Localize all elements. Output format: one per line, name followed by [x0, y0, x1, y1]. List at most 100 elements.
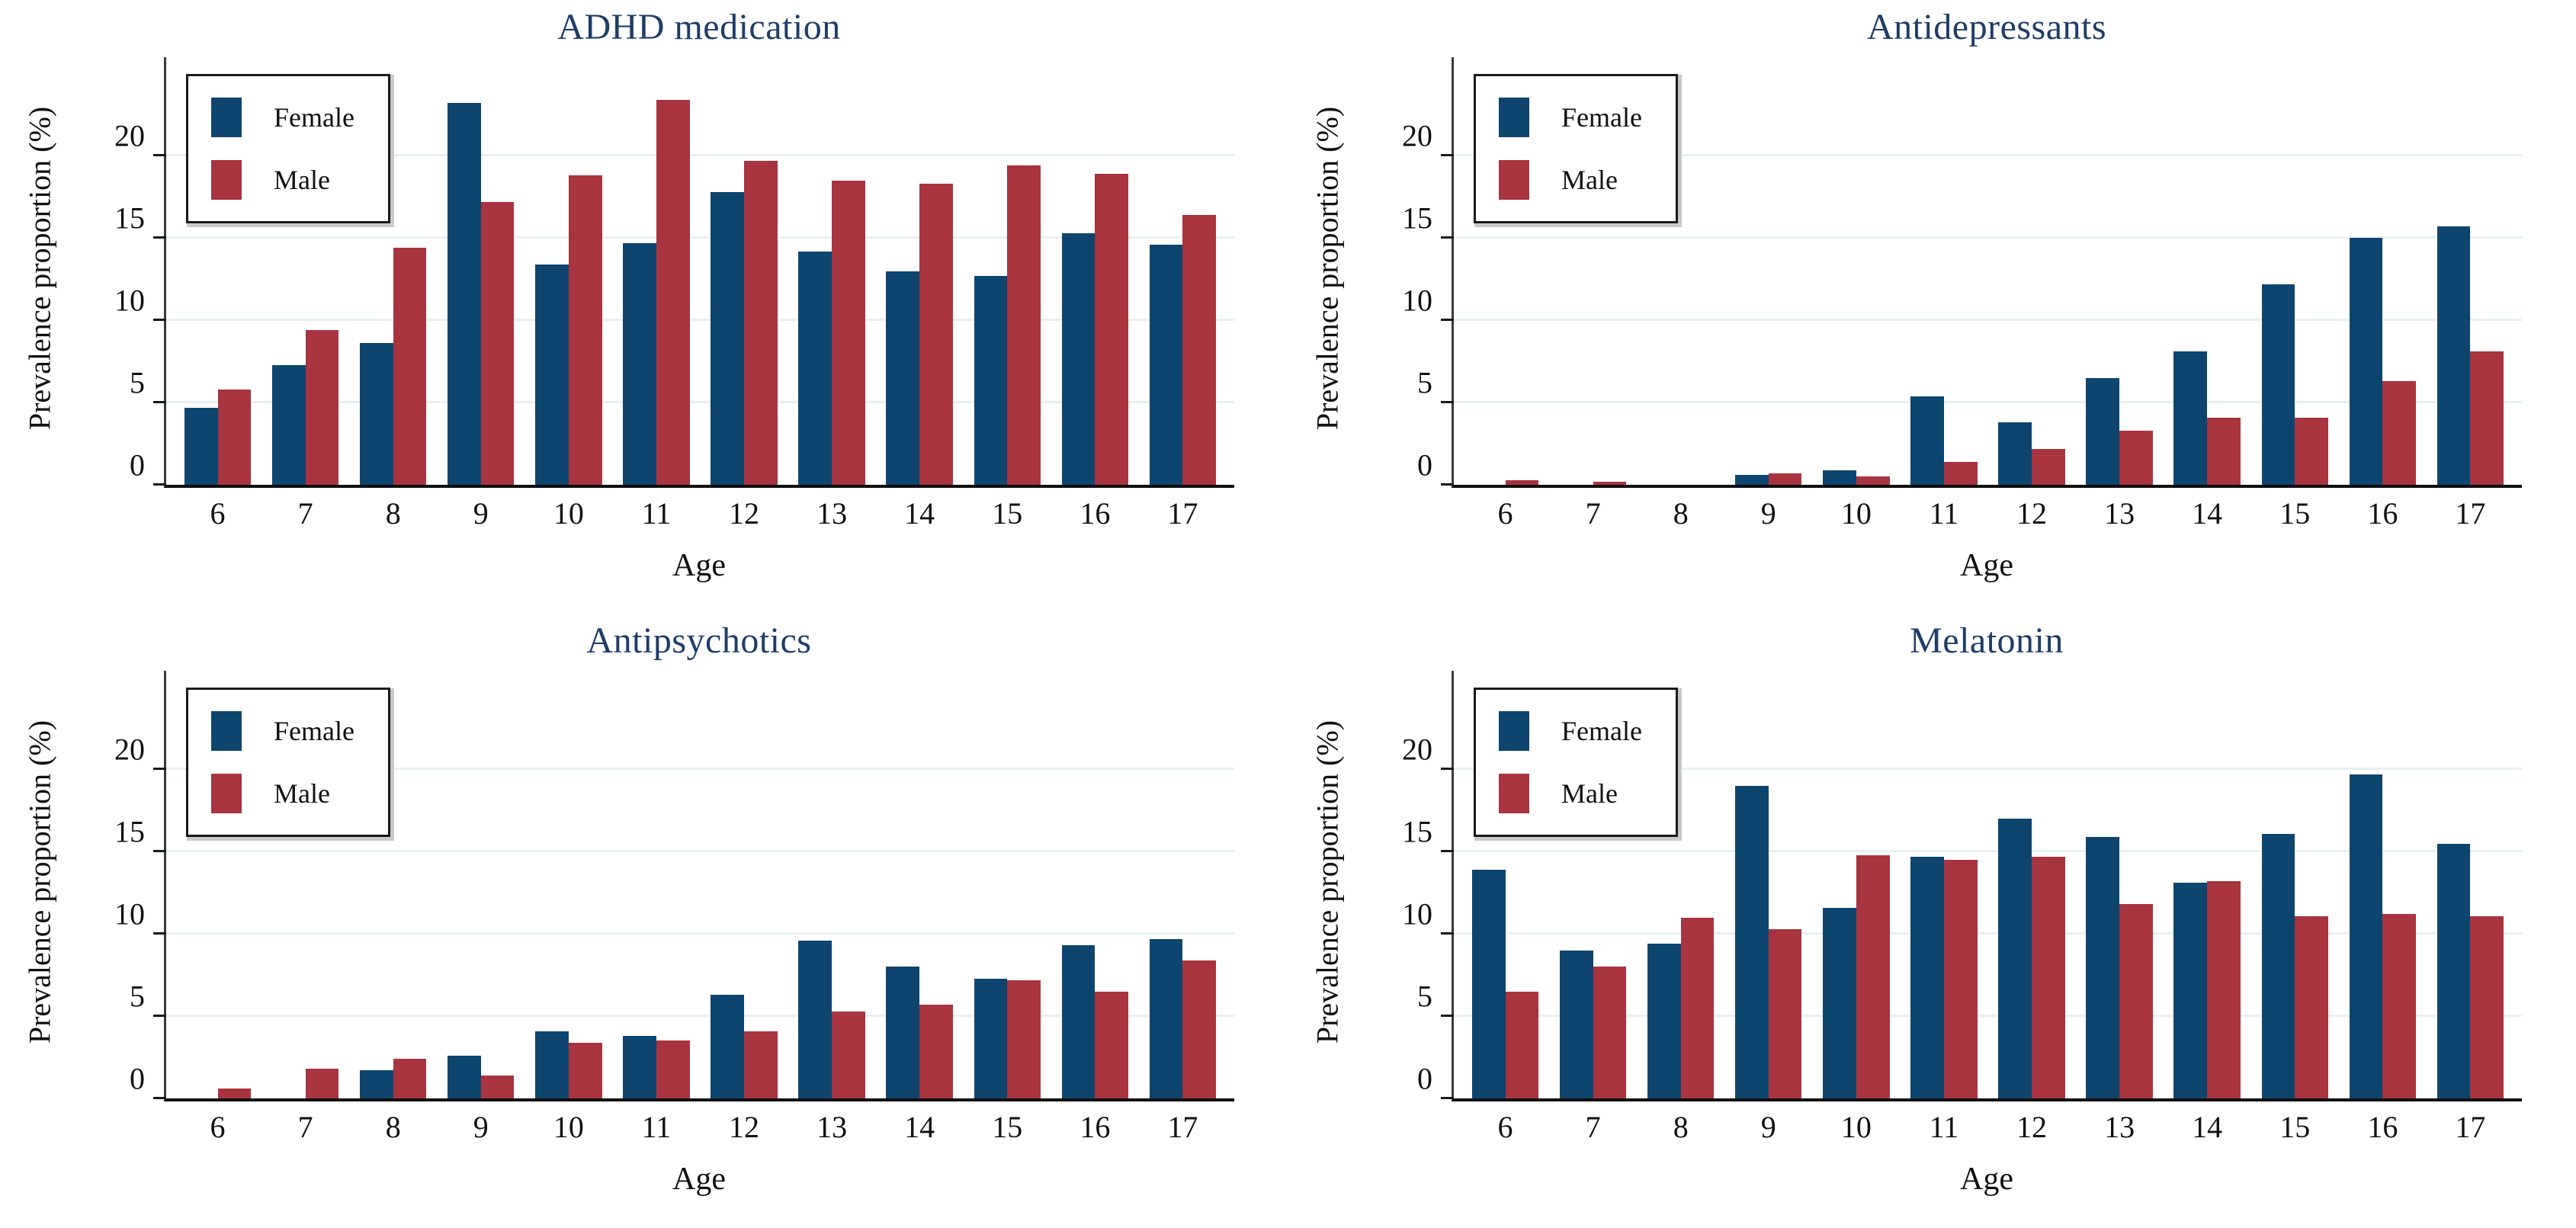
bar-male-age-17 — [1182, 960, 1217, 1098]
x-tick-label-11: 11 — [1929, 1110, 1959, 1144]
bar-male-age-8 — [393, 1059, 427, 1098]
y-tick-20 — [153, 154, 166, 157]
bar-male-age-17 — [2470, 915, 2504, 1098]
bar-female-age-11 — [623, 242, 656, 485]
gridline-20 — [1454, 154, 2522, 157]
y-tick-10 — [153, 932, 166, 935]
bar-group-age-13 — [788, 57, 876, 485]
x-tick-label-17: 17 — [2455, 1110, 2486, 1144]
y-tick-label-10: 10 — [1402, 896, 1432, 931]
gridline-20 — [166, 154, 1234, 157]
gridline-5 — [1454, 401, 2522, 404]
legend-row-male: Male — [1499, 160, 1642, 200]
y-tick-label-5: 5 — [1417, 979, 1432, 1014]
panel-title: ADHD medication — [557, 7, 841, 47]
bar-female-age-15 — [2261, 284, 2295, 485]
y-axis-label-text: Prevalence proportion (%) — [1310, 720, 1345, 1044]
bar-group-age-7 — [1549, 671, 1637, 1098]
bar-male-age-14 — [919, 1005, 953, 1098]
bar-group-age-13 — [788, 671, 876, 1098]
bar-group-age-6 — [174, 671, 261, 1098]
bar-female-age-6 — [184, 407, 218, 485]
bar-group-age-11 — [612, 57, 700, 485]
x-tick-label-12: 12 — [2016, 496, 2047, 531]
bar-group-age-16 — [2339, 671, 2427, 1098]
y-tick-label-0: 0 — [130, 1061, 145, 1096]
bar-male-age-14 — [2207, 417, 2241, 485]
x-tick-label-14: 14 — [2192, 496, 2223, 531]
chart-panel-melatonin: Melatonin Prevalence proportion (%) 0 5 10 15… — [1288, 614, 2576, 1228]
bar-male-age-10 — [568, 175, 602, 485]
y-tick-15 — [1441, 236, 1454, 239]
bar-group-age-11 — [1900, 671, 1987, 1098]
bar-group-age-15 — [2251, 671, 2339, 1098]
bar-female-age-17 — [1149, 938, 1183, 1098]
bar-female-age-12 — [1998, 819, 2032, 1098]
legend-label-female: Female — [1561, 716, 1642, 746]
bar-group-age-6 — [1461, 671, 1549, 1098]
x-tick-label-7: 7 — [1585, 1110, 1601, 1144]
x-tick-label-15: 15 — [2279, 1110, 2311, 1144]
bar-female-age-11 — [1910, 856, 1944, 1098]
bar-female-age-14 — [886, 271, 920, 485]
x-tick-label-17: 17 — [2455, 496, 2486, 531]
x-tick-label-11: 11 — [641, 1110, 672, 1144]
bars — [166, 57, 1234, 485]
legend-label-female: Female — [1561, 102, 1642, 133]
bar-female-age-14 — [2173, 883, 2208, 1098]
bar-female-age-14 — [2173, 351, 2208, 485]
bar-male-age-6 — [1505, 479, 1539, 485]
bar-group-age-15 — [2251, 57, 2339, 485]
x-tick-label-8: 8 — [385, 496, 401, 531]
chart-panel-adhd-medication: ADHD medication Prevalence proportion (%)… — [0, 0, 1288, 614]
bars — [1454, 671, 2522, 1098]
y-tick-15 — [153, 236, 166, 239]
bar-male-age-8 — [393, 248, 427, 485]
bar-female-age-17 — [1149, 244, 1183, 485]
bar-male-age-7 — [305, 1069, 339, 1098]
legend-label-female: Female — [274, 716, 354, 746]
bar-group-age-12 — [700, 57, 788, 485]
bar-female-age-13 — [798, 940, 832, 1098]
bar-female-age-10 — [535, 1031, 569, 1098]
legend-female-swatch-icon — [1499, 711, 1529, 751]
y-tick-5 — [1441, 401, 1454, 404]
x-tick-label-6: 6 — [210, 496, 226, 531]
y-tick-label-0: 0 — [1417, 447, 1432, 483]
bar-male-age-14 — [919, 184, 953, 485]
bar-group-age-6 — [1461, 57, 1549, 485]
y-tick-10 — [1441, 932, 1454, 935]
bars — [1454, 57, 2522, 485]
legend-male-swatch-icon — [211, 160, 242, 200]
y-tick-label-5: 5 — [130, 365, 145, 400]
bar-group-age-12 — [700, 671, 788, 1098]
legend-row-female: Female — [211, 98, 354, 137]
y-tick-label-20: 20 — [114, 118, 145, 153]
bar-group-age-7 — [1549, 57, 1637, 485]
x-tick-label-7: 7 — [1585, 496, 1601, 531]
x-tick-label-8: 8 — [385, 1110, 401, 1144]
x-tick-label-9: 9 — [1760, 1110, 1776, 1144]
bar-female-age-12 — [1998, 422, 2032, 485]
x-tick-label-13: 13 — [2104, 496, 2135, 531]
bar-female-age-7 — [1559, 950, 1593, 1098]
bar-female-age-17 — [2436, 843, 2471, 1098]
legend-label-male: Male — [1561, 778, 1618, 809]
bar-male-age-9 — [480, 1075, 515, 1098]
y-tick-label-15: 15 — [1402, 814, 1432, 849]
x-tick-label-6: 6 — [210, 1110, 226, 1144]
y-tick-label-15: 15 — [114, 814, 145, 849]
x-tick-label-15: 15 — [992, 496, 1023, 531]
bar-male-age-13 — [2119, 430, 2153, 485]
bar-male-age-16 — [1095, 991, 1129, 1098]
x-tick-label-10: 10 — [1840, 1110, 1872, 1144]
bar-male-age-14 — [2207, 881, 2241, 1098]
y-tick-5 — [153, 401, 166, 404]
bar-group-age-11 — [1900, 57, 1987, 485]
legend-male-swatch-icon — [1499, 774, 1529, 813]
bar-male-age-9 — [1768, 928, 1802, 1098]
gridline-15 — [166, 236, 1234, 239]
bar-female-age-6 — [1471, 870, 1506, 1098]
y-tick-label-0: 0 — [1417, 1061, 1432, 1096]
bar-group-age-17 — [2427, 57, 2514, 485]
